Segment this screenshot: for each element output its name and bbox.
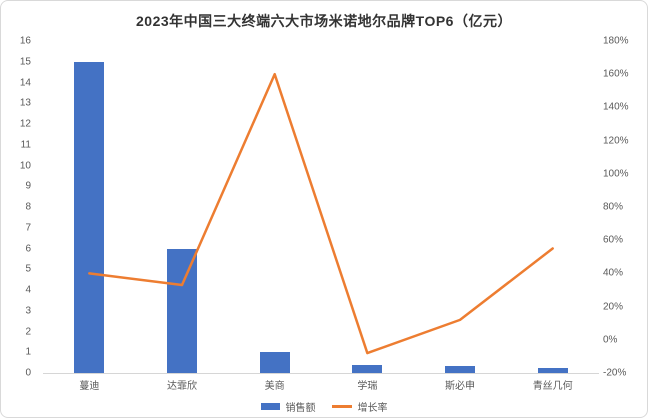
y-right-tick: 40%: [603, 267, 624, 279]
bar-美商: [259, 352, 290, 373]
y-axis-right: 180% 160% 140% 120% 100% 80% 60% 40% 20% 0% -20%: [601, 36, 647, 379]
legend-bar-label: 销售额: [285, 403, 316, 414]
x-label-蔓迪: 蔓迪: [79, 381, 100, 392]
x-label-斯必申: 斯必申: [445, 381, 476, 392]
y-left-tick: 4: [25, 284, 31, 296]
x-axis-labels: 蔓迪 达霏欣 美商 学瑞 斯必申 青丝几何: [43, 377, 599, 392]
y-right-tick: 180%: [603, 35, 629, 47]
chart-title: 2023年中国三大终端六大市场米诺地尔品牌TOP6（亿元）: [136, 13, 512, 29]
y-right-tick: 20%: [603, 301, 624, 313]
y-left-tick: 0: [25, 367, 31, 379]
y-left-tick: 13: [19, 97, 31, 109]
bar-蔓迪: [74, 61, 105, 373]
y-left-tick: 12: [19, 118, 31, 130]
legend-bar-swatch-icon: [260, 403, 280, 410]
y-left-tick: 8: [25, 201, 31, 213]
y-left-tick: 2: [25, 326, 31, 337]
y-left-tick: 6: [25, 243, 31, 254]
bar-达霏欣: [167, 248, 197, 373]
legend-line-swatch-icon: [331, 405, 352, 408]
y-left-tick: 14: [19, 77, 31, 88]
bar-青丝几何: [537, 367, 568, 373]
y-left-tick: 15: [19, 56, 31, 68]
y-left-tick: 1: [25, 346, 31, 358]
y-right-tick: 80%: [603, 201, 624, 213]
y-left-tick: 11: [20, 139, 31, 151]
y-right-tick: -20%: [603, 367, 627, 379]
y-right-tick: 160%: [603, 68, 629, 80]
plot-area: [43, 41, 599, 374]
y-left-tick: 16: [19, 35, 31, 47]
legend: 销售额 增长率: [1, 399, 647, 414]
y-left-tick: 5: [25, 263, 31, 275]
line-series: [43, 41, 599, 373]
y-left-tick: 10: [19, 160, 31, 171]
x-label-达霏欣: 达霏欣: [167, 381, 197, 392]
y-right-tick: 60%: [603, 234, 624, 246]
y-axis-left: 16 15 14 13 12 11 10 9 8 7 6 5 4 3 2 1 0: [1, 36, 37, 379]
y-right-tick: 140%: [603, 101, 629, 113]
y-right-tick: 120%: [603, 135, 629, 147]
y-right-tick: 0%: [603, 334, 618, 346]
x-label-美商: 美商: [264, 381, 285, 392]
x-label-学瑞: 学瑞: [357, 381, 378, 392]
growth-line: [89, 74, 552, 353]
y-right-tick: 100%: [603, 168, 629, 180]
legend-line-label: 增长率: [357, 403, 388, 414]
x-label-青丝几何: 青丝几何: [532, 381, 573, 392]
bar-学瑞: [352, 364, 383, 373]
y-left-tick: 3: [25, 305, 31, 317]
y-left-tick: 9: [25, 180, 31, 192]
y-left-tick: 7: [25, 222, 31, 234]
bar-斯必申: [445, 365, 475, 373]
